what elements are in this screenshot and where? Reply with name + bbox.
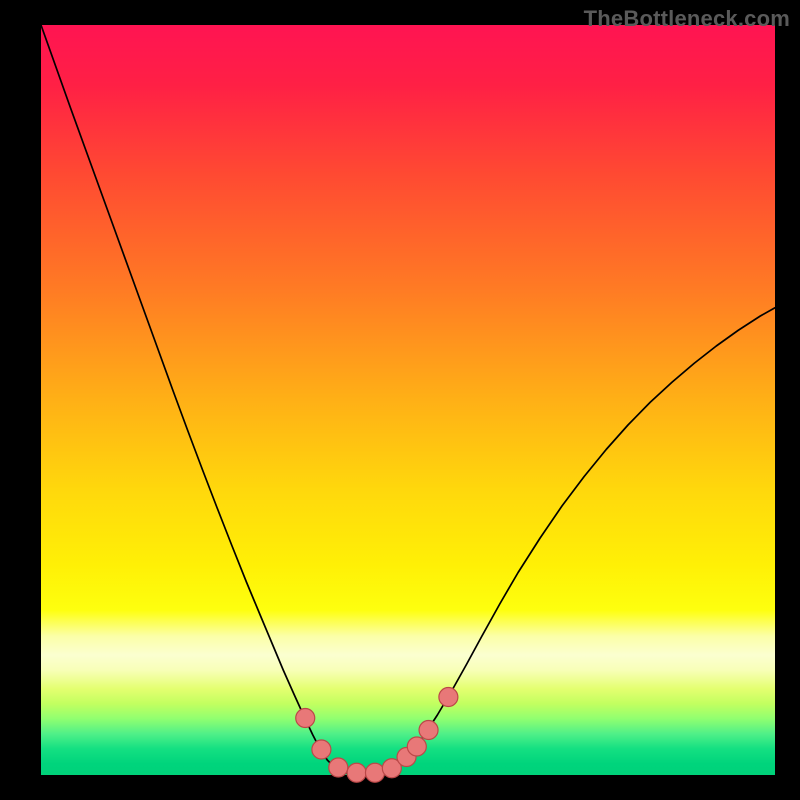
marker-point	[329, 758, 348, 777]
marker-point	[312, 740, 331, 759]
marker-point	[296, 709, 315, 728]
marker-point	[439, 688, 458, 707]
marker-point	[407, 737, 426, 756]
marker-point	[365, 763, 384, 782]
plot-background	[41, 25, 775, 775]
marker-point	[419, 721, 438, 740]
bottleneck-chart	[0, 0, 800, 800]
marker-point	[347, 763, 366, 782]
watermark-text: TheBottleneck.com	[584, 6, 790, 32]
